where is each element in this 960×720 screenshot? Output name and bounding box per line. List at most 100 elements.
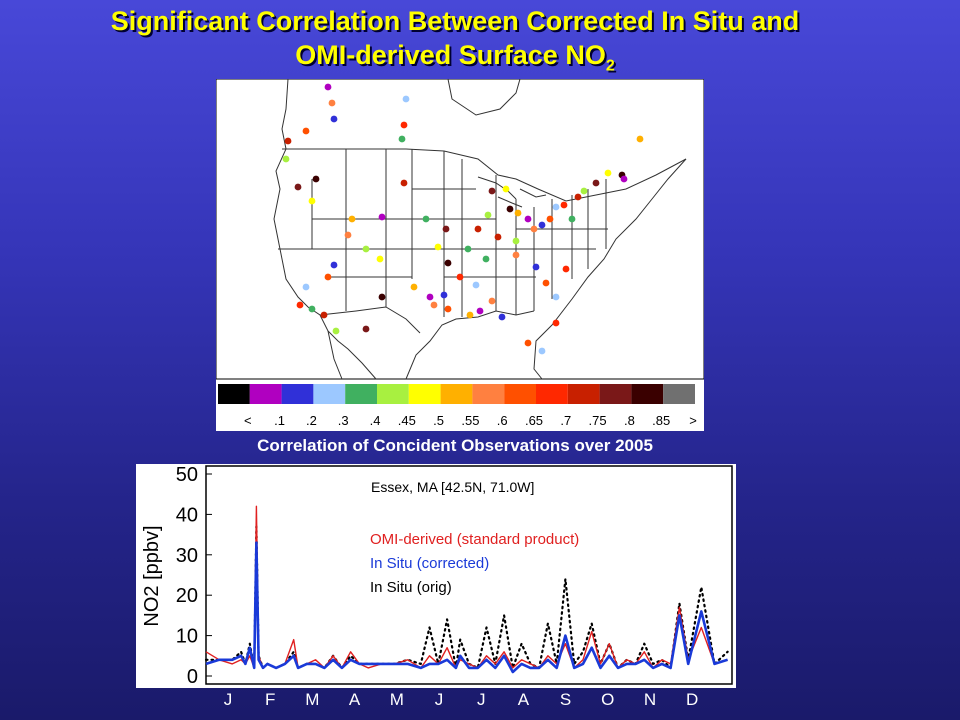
site-marker xyxy=(472,281,480,289)
correlation-map: < .1 .2 .3 .4 .45 .5 .55 .6 .65 .7 .75 .8 .85 > xyxy=(215,78,705,428)
site-marker xyxy=(398,135,406,143)
colorbar-label: .85 xyxy=(652,413,670,428)
y-tick-label: 0 xyxy=(187,666,198,688)
site-marker xyxy=(512,251,520,259)
site-marker xyxy=(344,231,352,239)
month-label: M xyxy=(389,690,404,709)
monitoring-site-markers xyxy=(282,83,644,355)
colorbar-swatch xyxy=(663,384,695,404)
site-marker xyxy=(506,205,514,213)
legend-insitu-orig: In Situ (orig) xyxy=(370,579,452,596)
site-marker xyxy=(552,293,560,301)
site-marker xyxy=(476,307,484,315)
site-marker xyxy=(330,115,338,123)
site-marker xyxy=(440,291,448,299)
site-marker xyxy=(410,283,418,291)
colorbar-label: .6 xyxy=(497,413,508,428)
site-marker xyxy=(324,83,332,91)
colorbar-label: .45 xyxy=(398,413,416,428)
site-marker xyxy=(378,213,386,221)
hudson-bay xyxy=(447,78,521,116)
colorbar-label: < xyxy=(244,413,252,428)
site-marker xyxy=(296,301,304,309)
site-marker xyxy=(542,279,550,287)
site-marker xyxy=(324,273,332,281)
site-marker xyxy=(498,313,506,321)
site-marker xyxy=(400,179,408,187)
plot-frame xyxy=(205,465,733,685)
site-marker xyxy=(294,183,302,191)
colorbar-swatch xyxy=(440,384,473,404)
y-tick-label: 30 xyxy=(176,545,198,567)
site-marker xyxy=(502,185,510,193)
site-marker xyxy=(456,273,464,281)
site-marker xyxy=(514,209,522,217)
colorbar-swatch xyxy=(472,384,505,404)
site-marker xyxy=(484,211,492,219)
site-marker xyxy=(524,339,532,347)
legend-insitu-corrected: In Situ (corrected) xyxy=(370,555,489,572)
site-marker xyxy=(538,221,546,229)
colorbar-swatch xyxy=(281,384,314,404)
month-label: N xyxy=(643,690,657,709)
site-marker xyxy=(530,225,538,233)
colorbar-swatch xyxy=(313,384,346,404)
timeseries-chart: NO2 [ppbv] 0 10 20 30 40 50 Essex, MA [42.5N,… xyxy=(141,464,733,688)
site-marker xyxy=(532,263,540,271)
site-marker xyxy=(312,175,320,183)
map-outlines xyxy=(273,78,687,380)
slide-title-line2: OMI-derived Surface NO2 xyxy=(0,38,910,83)
state-lines-west xyxy=(278,149,413,311)
y-tick-label: 20 xyxy=(176,585,198,607)
site-marker xyxy=(426,293,434,301)
site-marker xyxy=(580,187,588,195)
site-marker xyxy=(604,169,612,177)
y-tick-label: 50 xyxy=(176,464,198,486)
site-marker xyxy=(308,305,316,313)
site-marker xyxy=(552,319,560,327)
site-marker xyxy=(524,215,532,223)
slide-title-subscript: 2 xyxy=(605,57,615,75)
station-title: Essex, MA [42.5N, 71.0W] xyxy=(371,479,534,495)
month-label: D xyxy=(686,690,699,709)
site-marker xyxy=(574,193,582,201)
colorbar-swatch xyxy=(567,384,600,404)
month-label: J xyxy=(476,690,486,709)
legend-omi: OMI-derived (standard product) xyxy=(370,531,579,548)
series-line-insitu-corrected xyxy=(205,541,728,674)
month-label: O xyxy=(601,690,615,709)
site-marker xyxy=(444,259,452,267)
slide-title-line2-text: OMI-derived Surface NO xyxy=(295,40,606,70)
east-coast-outline xyxy=(533,158,687,380)
site-marker xyxy=(442,225,450,233)
site-marker xyxy=(488,187,496,195)
site-marker xyxy=(332,327,340,335)
colorbar-swatch xyxy=(504,384,536,404)
site-marker xyxy=(488,297,496,305)
site-marker xyxy=(466,311,474,319)
colorbar-label: .5 xyxy=(433,413,444,428)
colorbar-swatch xyxy=(599,384,632,404)
slide-title: Significant Correlation Between Correcte… xyxy=(0,4,910,83)
site-marker xyxy=(348,215,356,223)
site-marker xyxy=(620,175,628,183)
colorbar-label: .75 xyxy=(589,413,607,428)
site-marker xyxy=(538,347,546,355)
site-marker xyxy=(328,99,336,107)
colorbar-label: .8 xyxy=(624,413,635,428)
site-marker xyxy=(444,305,452,313)
state-lines-central xyxy=(412,151,536,317)
site-marker xyxy=(402,95,410,103)
site-marker xyxy=(568,215,576,223)
colorbar-label: .65 xyxy=(525,413,543,428)
west-coast-outline xyxy=(273,78,377,380)
site-marker xyxy=(302,283,310,291)
month-label: A xyxy=(348,690,361,709)
site-marker xyxy=(464,245,472,253)
site-marker xyxy=(636,135,644,143)
colorbar-label: .1 xyxy=(274,413,285,428)
colorbar-swatch xyxy=(377,384,409,404)
site-marker xyxy=(362,245,370,253)
month-label: J xyxy=(223,690,233,709)
